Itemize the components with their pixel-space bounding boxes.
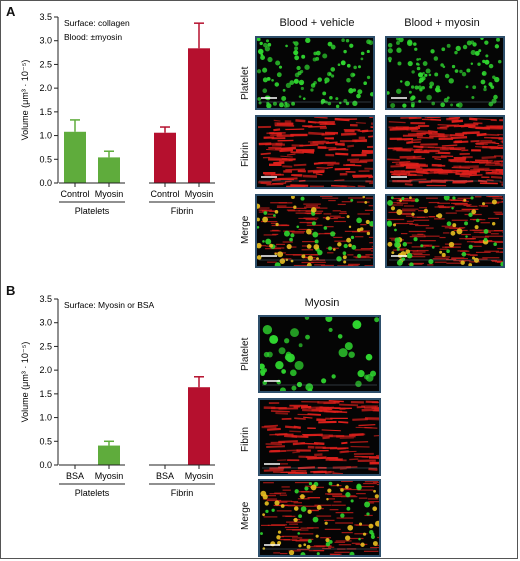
panel-a-group-label: Platelets	[75, 206, 110, 216]
panel-b-y-tick-label: 3.5	[39, 294, 52, 304]
panel-b-row-label-fibrin: Fibrin	[240, 426, 251, 452]
panel-a-category-label: Myosin	[95, 189, 124, 199]
panel-a-bar	[98, 157, 120, 183]
panel-b-y-tick-label: 2.0	[39, 365, 52, 375]
panel-b-category-label: Myosin	[95, 471, 124, 481]
panel-a-annotation: Surface: collagen	[64, 18, 130, 28]
panel-a-y-tick-label: 0.0	[39, 178, 52, 188]
panel-b-category-label: BSA	[156, 471, 174, 481]
panel-a-category-label: Control	[60, 189, 89, 199]
micrograph-a-myosin-platelet	[385, 36, 505, 110]
panel-b-y-tick-label: 0.5	[39, 436, 52, 446]
panel-b-category-label: BSA	[66, 471, 84, 481]
micrograph-texture	[260, 317, 379, 391]
panel-b-y-axis-label: Volume (μm³ · 10⁻⁵)	[20, 342, 30, 423]
panel-b-y-tick-label: 2.5	[39, 341, 52, 351]
panel-a-bar	[154, 132, 176, 183]
panel-b-y-tick-label: 0.0	[39, 460, 52, 470]
panel-b-y-tick-label: 1.0	[39, 413, 52, 423]
micrograph-texture	[258, 117, 373, 187]
micrograph-a-vehicle-fibrin	[255, 115, 375, 189]
panel-a-y-tick-label: 0.5	[39, 154, 52, 164]
panel-a-y-tick-label: 2.5	[39, 59, 52, 69]
micrograph-texture	[257, 38, 373, 108]
panel-b-group-label: Platelets	[75, 488, 110, 498]
panel-a-y-tick-label: 3.0	[39, 36, 52, 46]
micrograph-a-myosin-fibrin	[385, 115, 505, 189]
panel-a-column-title-vehicle: Blood + vehicle	[279, 17, 355, 29]
panel-a-row-label-merge: Merge	[240, 215, 251, 244]
panel-a-y-tick-label: 2.0	[39, 83, 52, 93]
micrograph-texture	[257, 196, 373, 266]
micrograph-b-myosin-merge	[258, 479, 381, 557]
panel-a-letter: A	[6, 4, 16, 19]
panel-a-y-tick-label: 3.5	[39, 12, 52, 22]
panel-b-bar-chart: 0.0 0.5 1.0 1.5 2.0 2.5 3.0 3.5 Volume (μm³ · 10…	[20, 294, 215, 498]
micrograph-texture	[387, 117, 503, 187]
panel-a-category-label: Myosin	[185, 189, 214, 199]
panel-b-category-label: Myosin	[185, 471, 214, 481]
micrograph-b-myosin-fibrin	[258, 398, 381, 476]
micrograph-a-vehicle-merge	[255, 194, 375, 268]
panel-b-row-label-platelet: Platelet	[240, 337, 251, 371]
panel-b-column-title-myosin: Myosin	[304, 297, 340, 309]
panel-b-letter: B	[6, 283, 16, 298]
micrograph-texture	[261, 400, 379, 474]
panel-b-y-tick-label: 1.5	[39, 389, 52, 399]
panel-b-row-label-merge: Merge	[240, 501, 251, 530]
micrograph-a-myosin-merge	[385, 194, 505, 268]
panel-a-category-label: Control	[150, 189, 179, 199]
panel-a-bar-chart: 0.0 0.5 1.0 1.5 2.0 2.5 3.0 3.5 Volume (μm³ · 10…	[20, 12, 215, 216]
panel-a-row-label-platelet: Platelet	[240, 66, 251, 100]
panel-a-row-label-fibrin: Fibrin	[240, 141, 251, 167]
micrograph-texture	[387, 196, 503, 266]
panel-a-y-tick-label: 1.0	[39, 131, 52, 141]
micrograph-texture	[387, 38, 502, 108]
panel-a-bar	[64, 131, 86, 183]
micrograph-a-vehicle-platelet	[255, 36, 375, 110]
panel-a-y-axis-label: Volume (μm³ · 10⁻⁵)	[20, 60, 30, 141]
panel-b-group-label: Fibrin	[171, 488, 194, 498]
micrograph-b-myosin-platelet	[258, 315, 381, 393]
panel-a-annotation: Blood: ±myosin	[64, 32, 122, 42]
panel-b-bar	[98, 445, 120, 465]
panel-a-group-label: Fibrin	[171, 206, 194, 216]
panel-b-y-tick-label: 3.0	[39, 318, 52, 328]
micrograph-texture	[260, 481, 379, 555]
panel-a-y-tick-label: 1.5	[39, 107, 52, 117]
panel-b-bar	[188, 387, 210, 465]
panel-b-annotation: Surface: Myosin or BSA	[64, 300, 155, 310]
panel-a-column-title-myosin: Blood + myosin	[404, 17, 480, 29]
panel-a-bar	[188, 48, 210, 183]
